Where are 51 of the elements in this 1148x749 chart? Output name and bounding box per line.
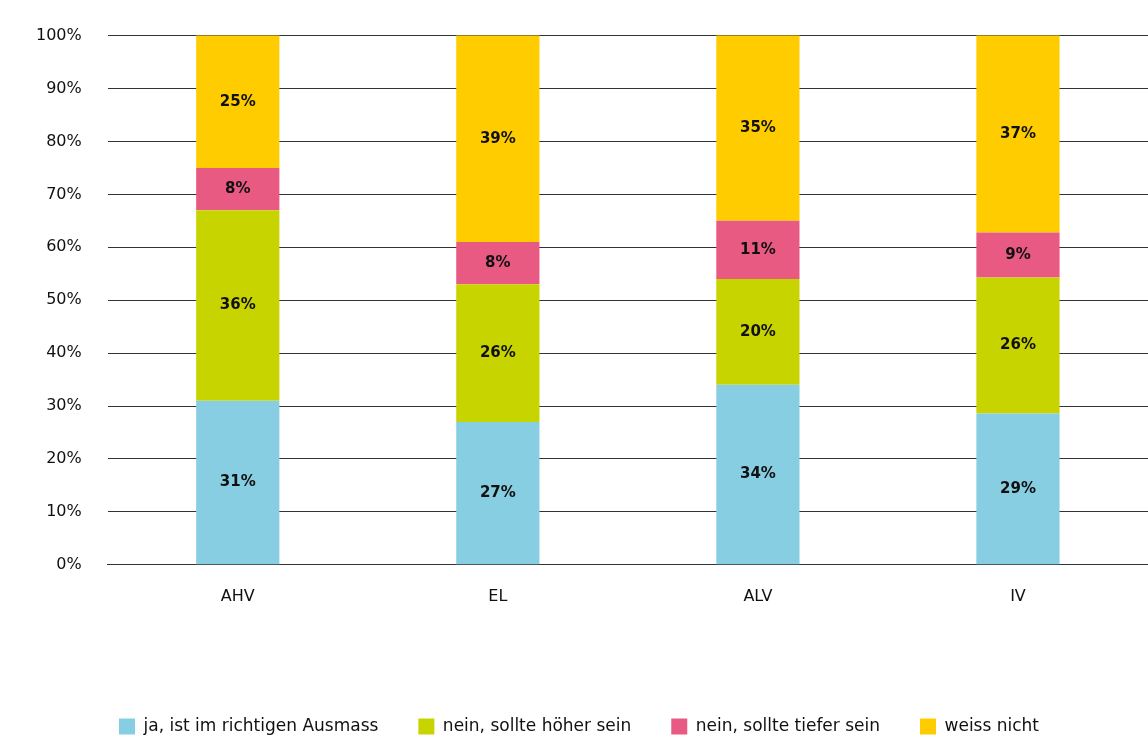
data-label: 39% bbox=[479, 128, 516, 147]
data-label: 26% bbox=[479, 343, 516, 362]
data-label: 9% bbox=[1005, 244, 1031, 263]
y-tick-label: 60% bbox=[46, 236, 82, 256]
y-tick-label: 50% bbox=[46, 289, 82, 309]
y-tick-label: 90% bbox=[46, 77, 82, 97]
y-tick-label: 0% bbox=[56, 553, 82, 573]
x-tick-label: ALV bbox=[743, 585, 773, 605]
bar bbox=[456, 35, 540, 242]
bar bbox=[196, 400, 280, 565]
bar bbox=[196, 35, 280, 168]
data-label: 20% bbox=[739, 321, 776, 340]
legend-label: weiss nicht bbox=[944, 714, 1040, 735]
data-label: 35% bbox=[739, 118, 776, 137]
y-tick-label: 40% bbox=[46, 342, 82, 362]
legend-label: nein, sollte tiefer sein bbox=[695, 714, 881, 735]
legend-label: ja, ist im richtigen Ausmass bbox=[142, 714, 379, 735]
y-tick-label: 80% bbox=[46, 130, 82, 150]
bar bbox=[456, 284, 540, 422]
bar bbox=[456, 241, 540, 285]
data-label: 27% bbox=[479, 483, 516, 501]
bar bbox=[976, 232, 1060, 278]
bar bbox=[716, 384, 800, 565]
x-tick-label: AHV bbox=[220, 585, 255, 605]
data-label: 31% bbox=[219, 472, 256, 491]
data-label: 26% bbox=[1000, 335, 1036, 354]
data-label: 37% bbox=[1000, 123, 1036, 142]
bar bbox=[196, 167, 280, 211]
x-tick-label: EL bbox=[488, 585, 508, 605]
data-label: 29% bbox=[1000, 478, 1036, 497]
bar bbox=[196, 210, 280, 401]
y-tick-label: 70% bbox=[46, 183, 82, 203]
bar bbox=[716, 279, 800, 385]
data-label: 8% bbox=[485, 253, 511, 272]
y-tick-label: 20% bbox=[46, 448, 82, 468]
data-label: 34% bbox=[739, 464, 776, 483]
bar bbox=[456, 421, 540, 565]
legend-label: nein, sollte höher sein bbox=[442, 714, 632, 735]
y-tick-label: 100% bbox=[35, 24, 82, 44]
bar bbox=[976, 277, 1060, 414]
bar bbox=[976, 35, 1060, 233]
y-tick-label: 10% bbox=[46, 501, 82, 521]
data-label: 36% bbox=[219, 295, 256, 314]
bar bbox=[976, 413, 1060, 565]
y-tick-label: 30% bbox=[46, 395, 82, 415]
data-label: 11% bbox=[739, 239, 776, 258]
data-label: 8% bbox=[225, 178, 251, 197]
data-label: 25% bbox=[219, 91, 256, 110]
bar bbox=[716, 220, 800, 280]
x-tick-label: IV bbox=[1010, 585, 1026, 605]
bar bbox=[716, 35, 800, 221]
